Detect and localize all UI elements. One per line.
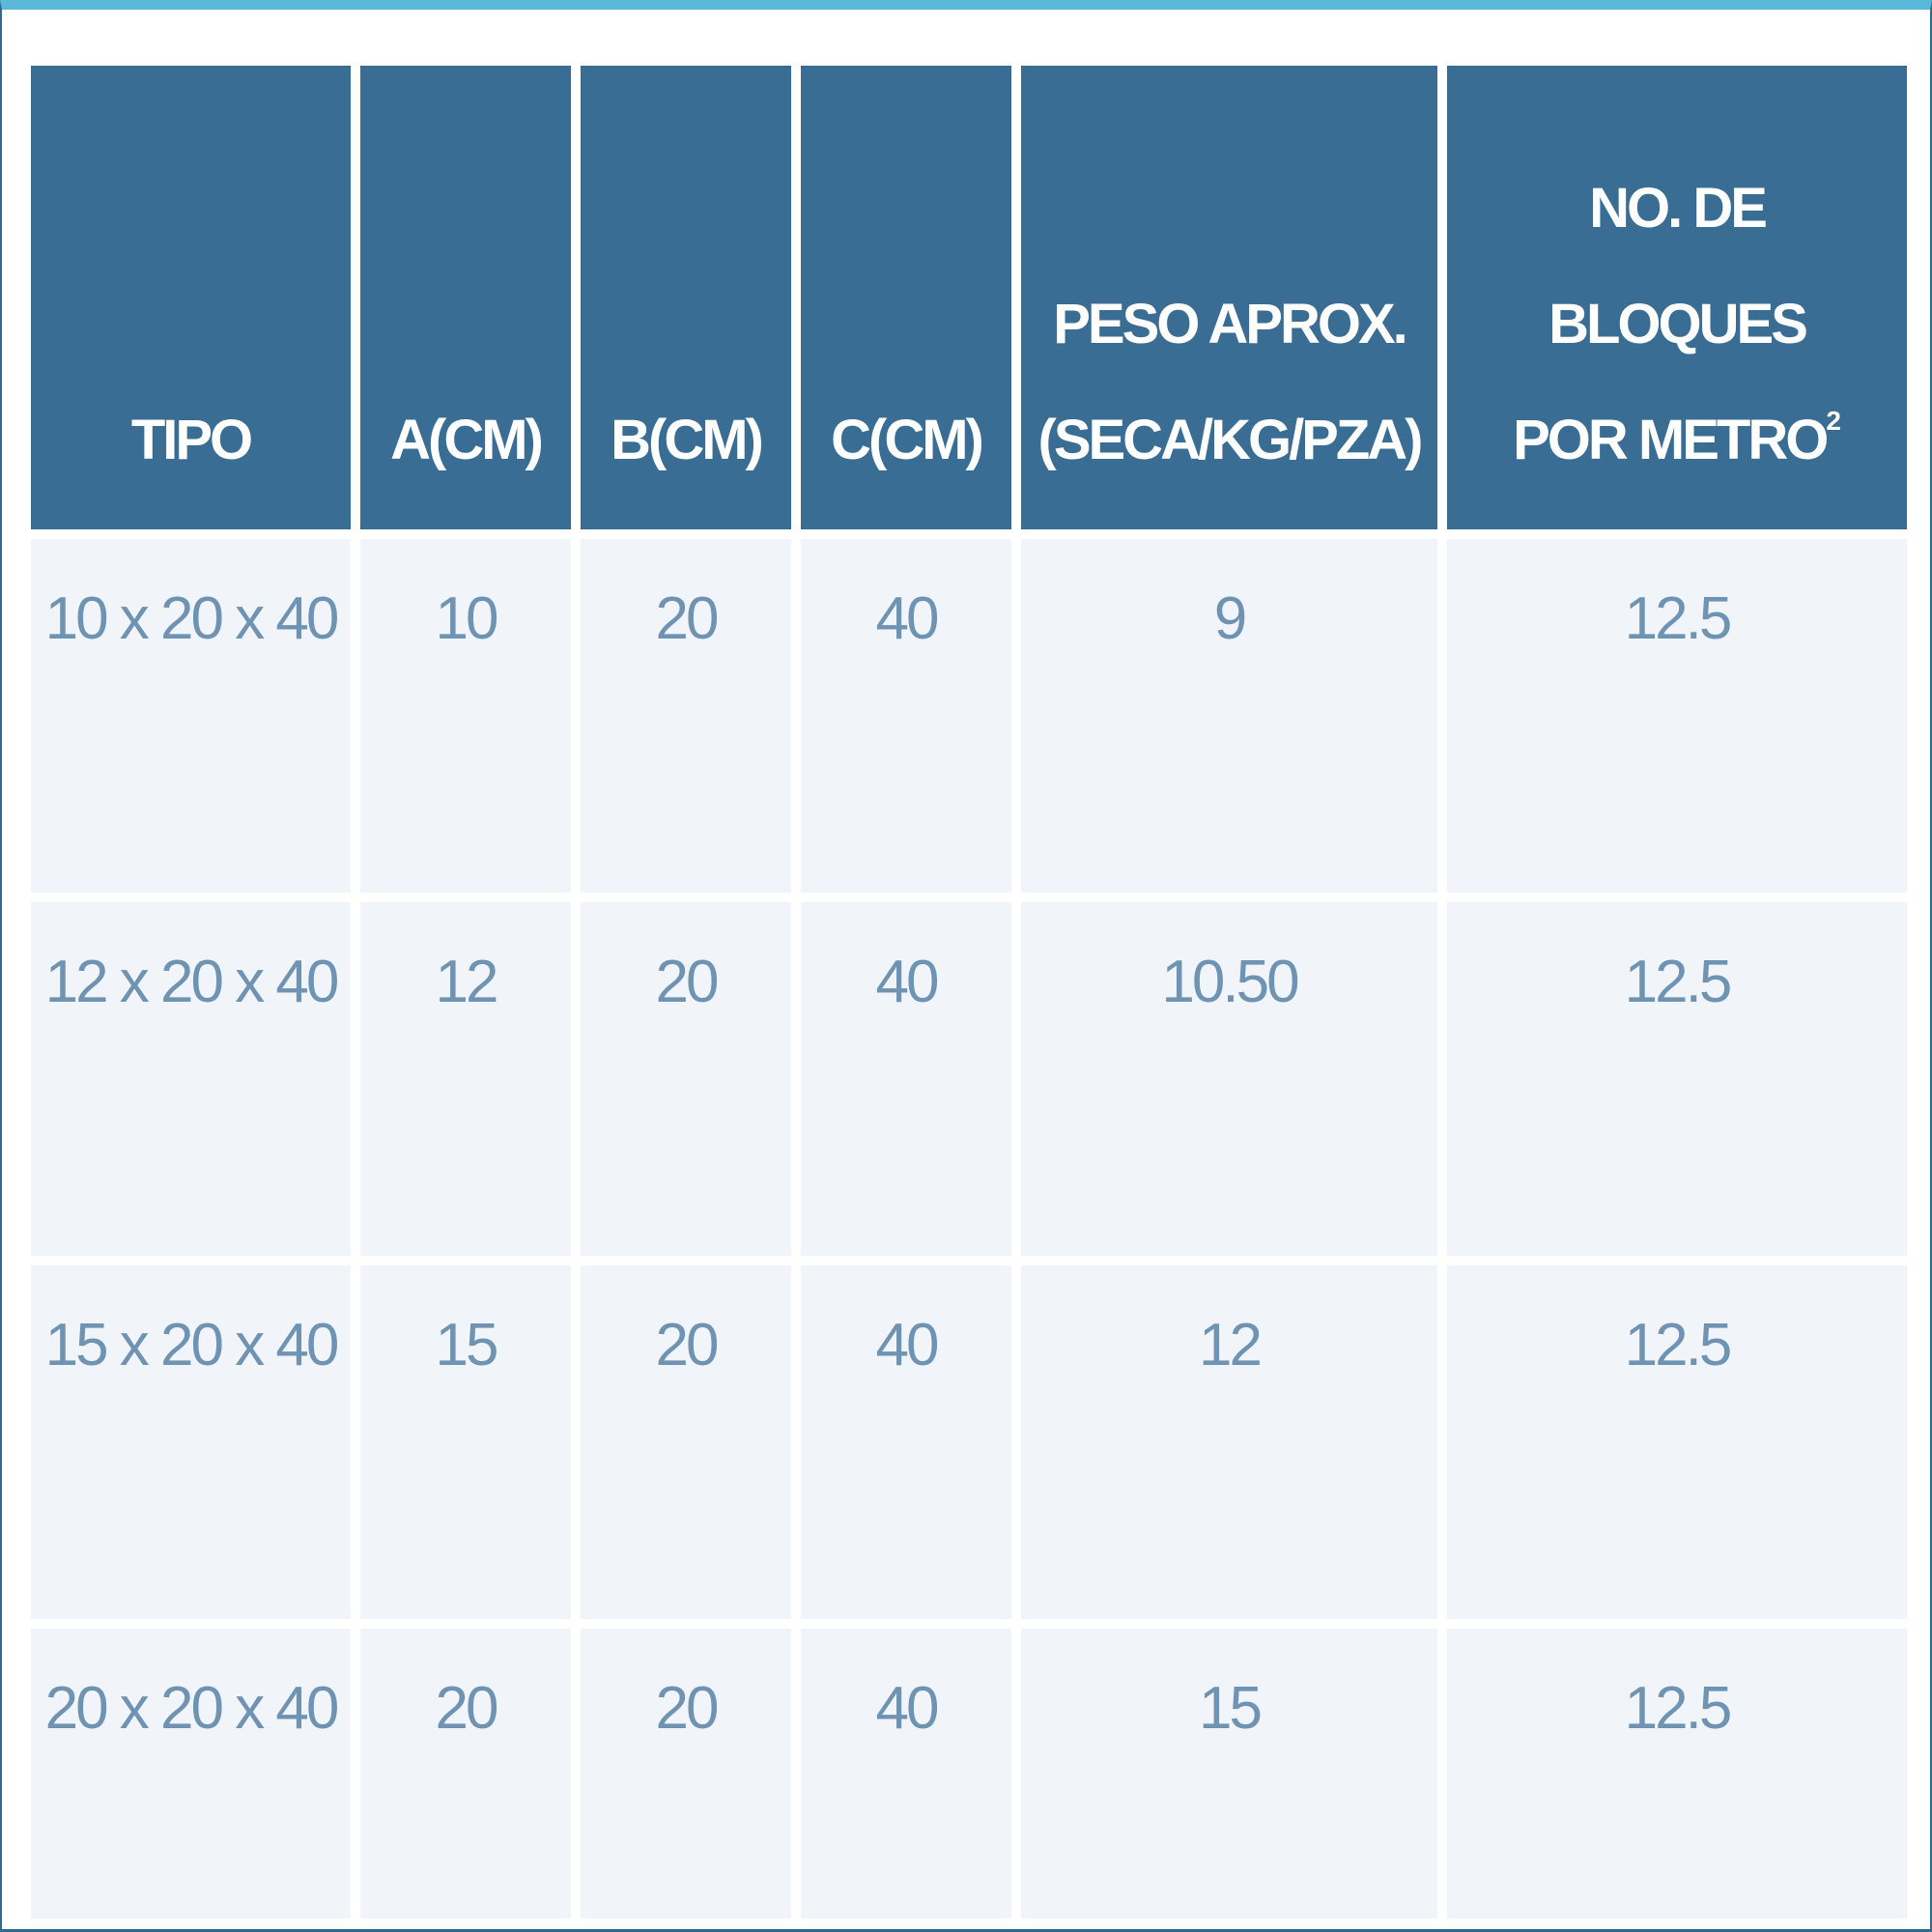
header-tipo-label: TIPO: [130, 409, 253, 471]
cell-tipo: 20 x 20 x 40: [31, 1629, 351, 1918]
table-header-row: TIPO A(CM) B(CM) C(CM) PESO APROX. (SECA…: [31, 66, 1907, 529]
table-row: 12 x 20 x 40 12 20 40 10.50 12.5: [31, 902, 1907, 1256]
header-b-label: B(CM): [611, 409, 764, 471]
cell-a: 20: [360, 1629, 571, 1918]
cell-bloques: 12.5: [1447, 1629, 1907, 1918]
cell-b: 20: [581, 539, 791, 893]
header-bloques-line2: BLOQUES: [1548, 293, 1808, 355]
header-a-label: A(CM): [390, 409, 544, 471]
table-row: 10 x 20 x 40 10 20 40 9 12.5: [31, 539, 1907, 893]
cell-c: 40: [801, 1265, 1011, 1619]
cell-b: 20: [581, 902, 791, 1256]
cell-b: 20: [581, 1265, 791, 1619]
header-bloques: NO. DE BLOQUES POR METRO2: [1447, 66, 1907, 529]
cell-tipo: 10 x 20 x 40: [31, 539, 351, 893]
header-peso: PESO APROX. (SECA/KG/PZA): [1021, 66, 1437, 529]
cell-tipo: 12 x 20 x 40: [31, 902, 351, 1256]
header-bloques-line3: POR METRO: [1513, 409, 1829, 471]
cell-peso: 12: [1021, 1265, 1437, 1619]
header-tipo: TIPO: [31, 66, 351, 529]
cell-c: 40: [801, 1629, 1011, 1918]
cell-bloques: 12.5: [1447, 902, 1907, 1256]
table-row: 15 x 20 x 40 15 20 40 12 12.5: [31, 1265, 1907, 1619]
cell-b: 20: [581, 1629, 791, 1918]
cell-a: 12: [360, 902, 571, 1256]
cell-bloques: 12.5: [1447, 539, 1907, 893]
header-bloques-line1: NO. DE: [1589, 177, 1768, 240]
cell-a: 10: [360, 539, 571, 893]
header-a: A(CM): [360, 66, 571, 529]
cell-peso: 10.50: [1021, 902, 1437, 1256]
header-c: C(CM): [801, 66, 1011, 529]
table-row: 20 x 20 x 40 20 20 40 15 12.5: [31, 1629, 1907, 1918]
cell-c: 40: [801, 902, 1011, 1256]
cell-peso: 9: [1021, 539, 1437, 893]
header-c-label: C(CM): [831, 409, 984, 471]
cell-a: 15: [360, 1265, 571, 1619]
header-peso-line2: (SECA/KG/PZA): [1037, 409, 1424, 471]
cell-bloques: 12.5: [1447, 1265, 1907, 1619]
cell-peso: 15: [1021, 1629, 1437, 1918]
block-specs-table: TIPO A(CM) B(CM) C(CM) PESO APROX. (SECA…: [21, 56, 1917, 1928]
header-peso-line1: PESO APROX.: [1053, 293, 1408, 355]
cell-c: 40: [801, 539, 1011, 893]
header-bloques-superscript: 2: [1826, 406, 1841, 436]
header-b: B(CM): [581, 66, 791, 529]
cell-tipo: 15 x 20 x 40: [31, 1265, 351, 1619]
